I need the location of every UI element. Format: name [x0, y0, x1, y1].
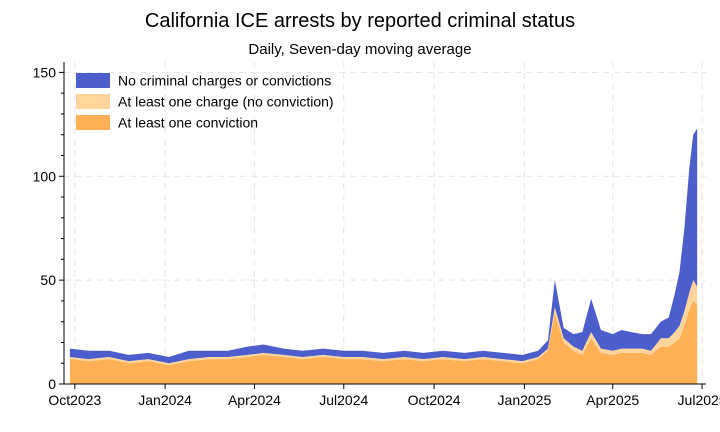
x-tick-label: Jul2025 — [678, 392, 720, 408]
x-tick-label: Apr2025 — [586, 392, 639, 408]
y-tick-label: 0 — [48, 376, 56, 392]
chart-subtitle: Daily, Seven-day moving average — [248, 41, 472, 58]
axis-layer: 0 50 100 150 Oct2023 Jan2024 Apr2024 Jul2024 Oct… — [33, 62, 720, 408]
series-area-no_criminal — [69, 128, 698, 364]
area-layer — [69, 128, 698, 384]
series-area-conviction — [69, 300, 698, 384]
x-tick-label: Oct2023 — [48, 392, 101, 408]
legend: No criminal charges or convictions At lea… — [76, 73, 334, 131]
legend-label-no_criminal: No criminal charges or convictions — [118, 73, 331, 89]
legend-swatch-conviction — [76, 115, 110, 130]
y-tick-label: 150 — [33, 64, 57, 80]
x-tick-label: Oct2024 — [408, 392, 461, 408]
chart-title: California ICE arrests by reported crimi… — [144, 10, 576, 32]
y-tick-label: 50 — [40, 272, 56, 288]
x-tick-label: Jan2025 — [498, 392, 552, 408]
x-tick-label: Apr2024 — [228, 392, 281, 408]
legend-label-charge: At least one charge (no conviction) — [118, 94, 334, 110]
series-area-charge — [69, 280, 698, 366]
legend-label-conviction: At least one conviction — [118, 115, 258, 131]
legend-swatch-charge — [76, 94, 110, 109]
y-tick-label: 100 — [33, 168, 57, 184]
legend-swatch-no_criminal — [76, 73, 110, 88]
x-tick-label: Jul2024 — [319, 392, 368, 408]
x-tick-label: Jan2024 — [138, 392, 192, 408]
